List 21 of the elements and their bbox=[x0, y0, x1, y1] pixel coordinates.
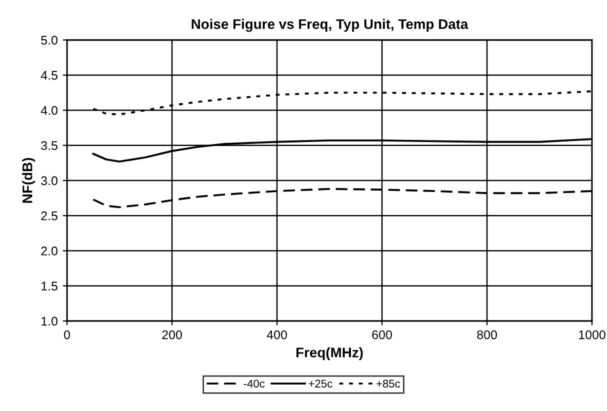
y-tick-label: 3.5 bbox=[41, 141, 58, 150]
y-tick-label: 3.0 bbox=[41, 176, 58, 186]
x-tick-label: 800 bbox=[477, 330, 497, 340]
x-tick-label: 600 bbox=[372, 330, 392, 340]
legend-label: +25c bbox=[308, 380, 332, 388]
x-tick-label: 400 bbox=[266, 330, 287, 340]
y-tick-label: 1.5 bbox=[42, 282, 58, 291]
x-axis-title: Freq(MHz) bbox=[296, 347, 363, 360]
y-tick-label: 1.0 bbox=[42, 316, 58, 326]
x-tick-label: 0 bbox=[64, 330, 70, 340]
y-axis-title: NF(dB) bbox=[22, 158, 36, 203]
x-tick-label: 200 bbox=[162, 330, 182, 340]
legend-label: -40c bbox=[244, 380, 265, 388]
y-tick-label: 4.0 bbox=[40, 106, 58, 115]
legend-label: +85c bbox=[376, 380, 400, 388]
y-tick-label: 2.5 bbox=[41, 211, 58, 220]
y-tick-label: 2.0 bbox=[41, 246, 58, 256]
y-tick-label: 5.0 bbox=[41, 36, 58, 45]
chart-title: Noise Figure vs Freq, Typ Unit, Temp Data bbox=[192, 18, 468, 32]
x-tick-label: 1000 bbox=[579, 330, 606, 340]
y-tick-label: 4.5 bbox=[40, 71, 58, 80]
